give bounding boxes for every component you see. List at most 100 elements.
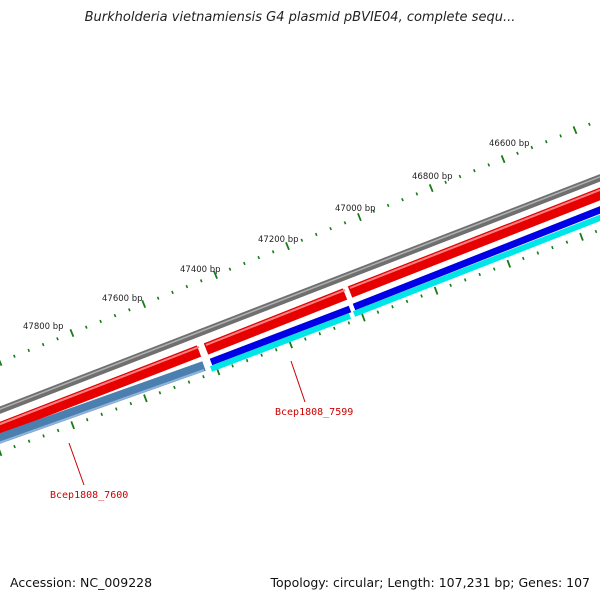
- outer-major-tick: [428, 184, 434, 193]
- outer-minor-tick: [257, 255, 261, 260]
- outer-minor-tick: [314, 232, 318, 237]
- inner-minor-tick: [478, 272, 481, 277]
- inner-minor-tick: [158, 391, 162, 395]
- outer-minor-tick: [544, 140, 548, 144]
- inner-minor-tick: [376, 310, 380, 314]
- inner-minor-tick: [420, 294, 423, 298]
- outer-minor-tick: [171, 290, 174, 295]
- inner-minor-tick: [333, 326, 336, 330]
- scale-label-47200: 47200 bp: [258, 235, 299, 245]
- inner-major-tick: [433, 286, 439, 295]
- inner-minor-tick: [318, 332, 322, 336]
- inner-minor-tick: [85, 418, 89, 422]
- outer-major-tick: [0, 359, 3, 367]
- outer-minor-tick: [56, 337, 59, 341]
- outer-minor-tick: [473, 169, 476, 173]
- outer-minor-tick: [300, 238, 304, 242]
- outer-minor-tick: [559, 134, 562, 138]
- inner-minor-tick: [27, 439, 31, 443]
- inner-minor-tick: [100, 412, 104, 417]
- outer-major-tick: [500, 155, 506, 164]
- topology-summary: Topology: circular; Length: 107,231 bp; …: [270, 575, 591, 590]
- inner-minor-tick: [594, 229, 598, 234]
- outer-minor-tick: [487, 163, 491, 167]
- inner-minor-tick: [536, 251, 540, 255]
- outer-major-tick: [357, 212, 362, 222]
- outer-minor-tick: [27, 348, 31, 353]
- cds-forward-middle-shine: [205, 289, 346, 346]
- scale-label-47800: 47800 bp: [23, 322, 64, 332]
- outer-minor-tick: [243, 261, 246, 266]
- outer-minor-tick: [271, 250, 275, 254]
- inner-major-tick: [0, 449, 3, 457]
- inner-minor-tick: [187, 380, 191, 384]
- cds-reverse-steel-shine: [0, 369, 205, 444]
- inner-minor-tick: [274, 348, 278, 352]
- inner-minor-tick: [522, 256, 525, 261]
- outer-minor-tick: [84, 325, 88, 329]
- outer-minor-tick: [458, 174, 462, 179]
- inner-minor-tick: [391, 305, 394, 309]
- outer-minor-tick: [588, 122, 591, 126]
- inner-minor-tick: [42, 434, 45, 438]
- scale-label-46800: 46800 bp: [412, 172, 453, 182]
- inner-minor-tick: [347, 321, 351, 325]
- cds-reverse-cyan-a[interactable]: [209, 313, 352, 372]
- inner-minor-tick: [565, 240, 569, 244]
- outer-minor-tick: [415, 192, 419, 196]
- outer-minor-tick: [185, 284, 189, 289]
- backbone-highlight: [0, 176, 600, 410]
- map-title: Burkholderia vietnamiensis G4 plasmid pB…: [84, 10, 516, 25]
- backbone-ring: [0, 174, 600, 414]
- cds-forward-left-shine: [0, 346, 200, 426]
- inner-minor-tick: [173, 385, 176, 390]
- cds-forward-right[interactable]: [347, 187, 600, 298]
- inner-minor-tick: [231, 364, 234, 368]
- gene-label-leader-7600: [68, 442, 85, 486]
- cds-forward-left[interactable]: [0, 345, 202, 435]
- cds-reverse-blue-b[interactable]: [352, 206, 600, 311]
- outer-minor-tick: [41, 342, 45, 347]
- outer-minor-tick: [516, 151, 519, 156]
- inner-scale-ticks: [0, 229, 598, 457]
- cds-reverse-blue-a[interactable]: [209, 305, 352, 366]
- outer-minor-tick: [128, 308, 131, 312]
- cds-forward-middle[interactable]: [203, 288, 348, 355]
- outer-minor-tick: [444, 180, 447, 184]
- cds-reverse-cyan-b[interactable]: [352, 214, 600, 317]
- outer-minor-tick: [530, 145, 534, 150]
- inner-major-tick: [506, 259, 512, 268]
- outer-major-tick: [572, 126, 578, 135]
- inner-minor-tick: [115, 407, 118, 411]
- outer-major-tick: [213, 270, 218, 280]
- inner-major-tick: [143, 394, 148, 403]
- outer-major-tick: [141, 299, 147, 309]
- outer-minor-tick: [113, 313, 117, 318]
- inner-minor-tick: [129, 401, 133, 406]
- outer-minor-tick: [343, 221, 347, 225]
- inner-minor-tick: [449, 283, 452, 287]
- outer-minor-tick: [329, 226, 332, 231]
- inner-minor-tick: [13, 444, 16, 449]
- inner-major-tick: [70, 421, 75, 430]
- inner-minor-tick: [245, 358, 249, 363]
- outer-minor-tick: [199, 279, 203, 283]
- inner-minor-tick: [405, 299, 409, 304]
- scale-label-47400: 47400 bp: [180, 265, 221, 275]
- gene-label-bcep1808-7599[interactable]: Bcep1808_7599: [275, 407, 353, 418]
- outer-minor-tick: [156, 296, 160, 300]
- outer-minor-tick: [13, 354, 16, 358]
- gene-label-leader-7599: [290, 360, 306, 403]
- inner-minor-tick: [202, 375, 205, 379]
- inner-minor-tick: [492, 267, 496, 271]
- outer-scale-ticks: [0, 122, 591, 367]
- inner-major-tick: [579, 232, 584, 241]
- gene-label-bcep1808-7600[interactable]: Bcep1808_7600: [50, 490, 128, 501]
- cds-reverse-steel[interactable]: [0, 361, 206, 444]
- inner-minor-tick: [260, 353, 263, 357]
- cds-forward-right-shine: [349, 188, 600, 289]
- inner-minor-tick: [463, 278, 467, 282]
- outer-minor-tick: [99, 319, 102, 324]
